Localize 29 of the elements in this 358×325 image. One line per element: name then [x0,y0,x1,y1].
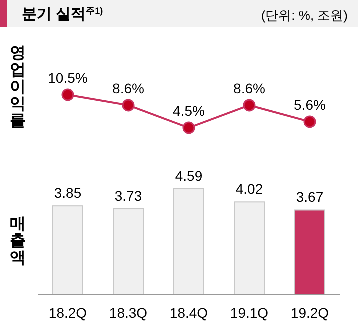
point [243,99,256,112]
data-label: 4.02 [236,181,264,198]
x-tick-label: 18.2Q [48,305,88,321]
point [122,99,135,112]
x-tick-label: 19.2Q [290,305,330,321]
data-label: 3.73 [114,188,142,204]
point [304,116,316,128]
point [182,122,196,134]
x-tick-label: 18.4Q [170,305,208,321]
data-label: 8.6% [234,80,266,96]
bar [234,202,265,296]
bar [294,210,326,296]
data-label: 4.5% [173,103,205,119]
data-label: 10.5% [48,70,88,86]
bar [174,188,204,296]
data-label: 3.67 [296,189,324,206]
data-label: 4.59 [175,168,203,184]
point [62,88,74,102]
bar [52,206,84,296]
y-axis-title: 매출액 [10,216,26,267]
data-label: 5.6% [294,96,326,113]
x-tick-label: 18.3Q [109,305,148,321]
text: (단위: %, 조원) [261,8,348,23]
bar [113,208,144,296]
data-label: 8.6% [112,80,144,96]
chart-title: 분기 실적$^{주1)}$ [22,6,104,23]
x-tick-label: 19.1Q [230,305,269,321]
y-axis-title: 영업이익률 [10,45,26,130]
data-label: 3.85 [54,185,82,202]
